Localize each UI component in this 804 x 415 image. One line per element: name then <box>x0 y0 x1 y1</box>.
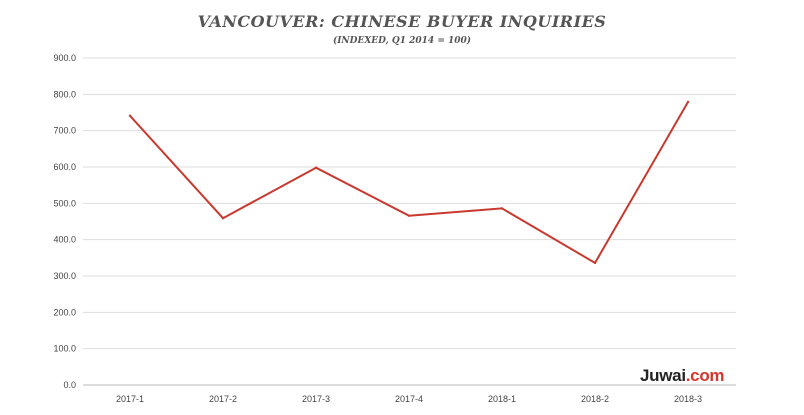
y-tick-label: 0.0 <box>63 380 76 390</box>
y-tick-label: 800.0 <box>53 89 76 99</box>
x-tick-label: 2018-1 <box>488 394 516 404</box>
grid-lines <box>83 57 736 386</box>
x-tick-label: 2017-1 <box>116 394 144 404</box>
juwai-logo: Juwai.com <box>640 366 725 386</box>
y-axis-ticks: 0.0 100.0 200.0 300.0 400.0 500.0 600.0 700.0 80… <box>53 53 76 390</box>
x-tick-label: 2018-3 <box>674 394 702 404</box>
data-point <box>221 217 225 220</box>
data-point <box>500 207 504 210</box>
series-line <box>129 101 689 264</box>
y-tick-label: 400.0 <box>53 235 76 245</box>
y-tick-label: 500.0 <box>53 198 76 208</box>
y-tick-label: 900.0 <box>53 53 76 63</box>
data-point <box>686 100 690 104</box>
data-point <box>128 114 132 117</box>
logo-name: Juwai <box>640 366 686 385</box>
x-tick-label: 2017-4 <box>395 394 423 404</box>
y-tick-label: 200.0 <box>53 307 76 317</box>
chart-subtitle: (INDEXED, Q1 2014 = 100) <box>332 36 472 46</box>
series-layer <box>128 100 690 265</box>
data-point <box>593 261 597 265</box>
y-tick-label: 700.0 <box>53 126 76 136</box>
x-tick-label: 2018-2 <box>581 394 609 404</box>
y-tick-label: 300.0 <box>53 271 76 281</box>
y-tick-label: 600.0 <box>53 162 76 172</box>
x-axis-ticks: 2017-1 2017-2 2017-3 2017-4 2018-1 2018-2 2018… <box>116 394 702 404</box>
chart-title: VANCOUVER: CHINESE BUYER INQUIRIES <box>197 12 607 31</box>
data-point <box>314 166 318 169</box>
y-tick-label: 100.0 <box>53 344 76 354</box>
x-tick-label: 2017-3 <box>302 394 330 404</box>
logo-suffix: .com <box>685 366 725 385</box>
data-point <box>407 214 411 217</box>
x-tick-label: 2017-2 <box>209 394 237 404</box>
